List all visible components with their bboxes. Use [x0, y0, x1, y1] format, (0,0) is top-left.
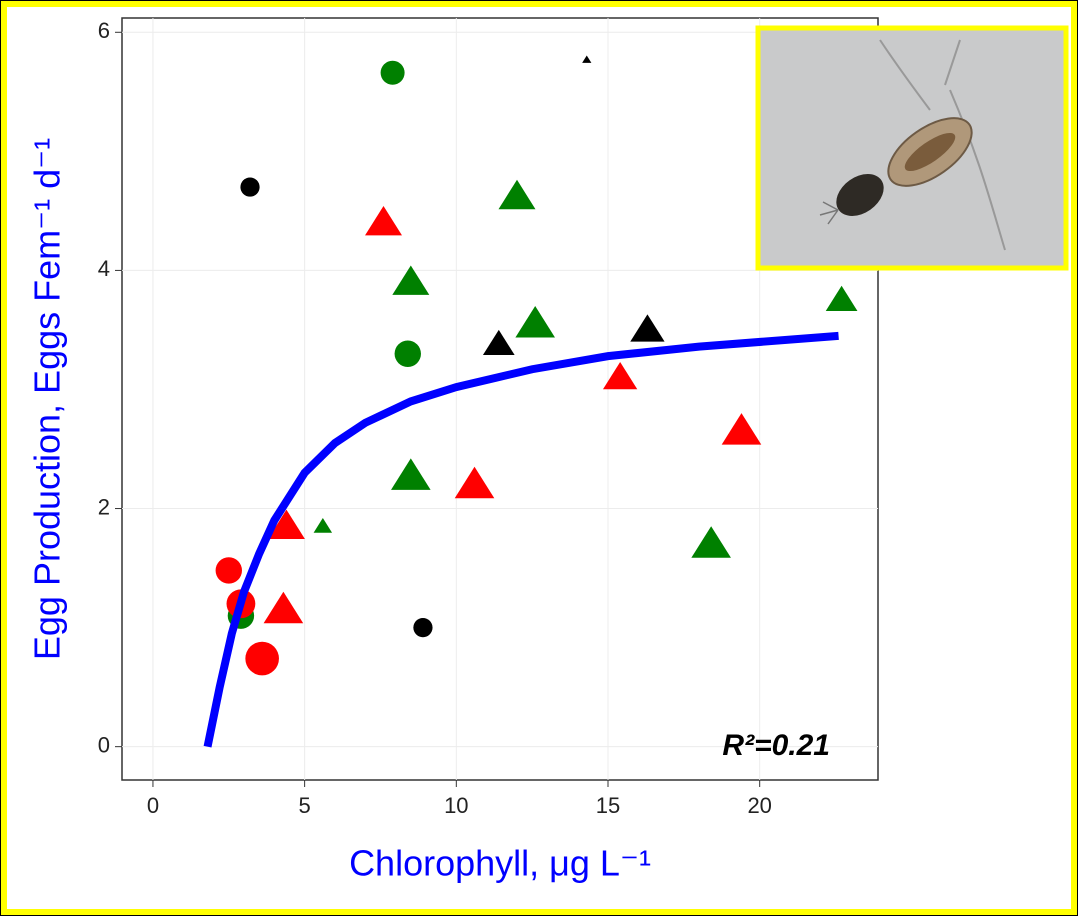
data-point — [721, 413, 762, 445]
data-point — [380, 60, 405, 85]
data-point — [391, 458, 431, 490]
data-point — [267, 509, 305, 539]
y-tick-label: 0 — [98, 732, 110, 757]
inset-photo — [755, 25, 1069, 271]
data-point — [515, 305, 555, 338]
x-axis-title: Chlorophyll, μg L⁻¹ — [349, 843, 651, 884]
data-point — [602, 361, 638, 390]
data-point — [313, 517, 333, 533]
y-axis-title: Egg Production, Eggs Fem⁻¹ d⁻¹ — [27, 138, 68, 660]
annotation: R²=0.21 — [722, 729, 830, 762]
marks-layer — [122, 18, 878, 780]
y-tick-label: 6 — [98, 18, 110, 43]
y-tick-label: 4 — [98, 256, 110, 281]
x-tick-label: 20 — [747, 793, 771, 818]
data-point — [365, 205, 402, 236]
data-point — [691, 526, 731, 558]
data-point — [498, 179, 536, 210]
data-point — [394, 340, 421, 367]
data-point — [413, 618, 433, 638]
y-tick-label: 2 — [98, 494, 110, 519]
data-point — [630, 314, 665, 342]
data-point — [454, 466, 495, 499]
x-tick-label: 5 — [299, 793, 311, 818]
x-tick-label: 0 — [147, 793, 159, 818]
data-point — [392, 265, 430, 295]
data-point — [240, 177, 260, 197]
data-point — [582, 55, 592, 63]
x-tick-label: 15 — [596, 793, 620, 818]
data-point — [482, 329, 515, 356]
data-point — [215, 557, 242, 584]
data-point — [825, 285, 858, 311]
data-point — [245, 641, 279, 676]
data-point — [263, 591, 304, 624]
fit-curve — [203, 331, 839, 748]
x-tick-label: 10 — [444, 793, 468, 818]
